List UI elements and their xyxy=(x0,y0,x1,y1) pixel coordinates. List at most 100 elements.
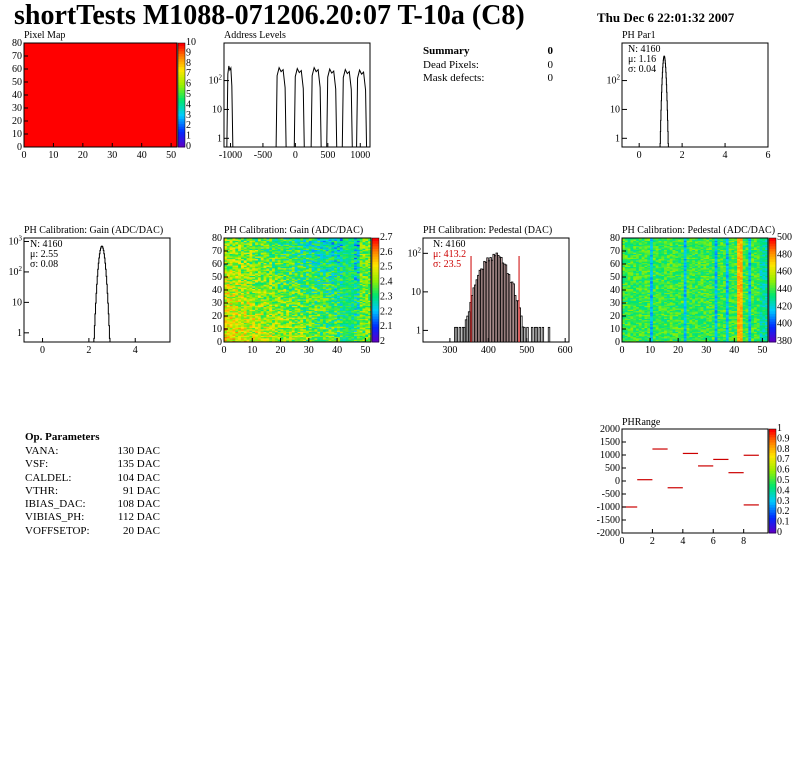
heatmap-cell xyxy=(243,292,247,295)
palette-cell xyxy=(178,136,185,140)
heatmap-cell xyxy=(255,274,259,276)
heatmap-cell xyxy=(252,292,256,295)
heatmap-cell xyxy=(246,304,250,306)
heatmap-cell xyxy=(249,317,253,319)
heatmap-cell xyxy=(266,314,270,317)
heatmap-cell xyxy=(331,243,335,245)
heatmap-cell xyxy=(277,262,281,265)
heatmap-cell xyxy=(283,238,287,240)
heatmap-cell xyxy=(232,330,236,332)
heatmap-cell xyxy=(252,271,256,274)
heatmap-cell xyxy=(229,339,233,341)
heatmap-cell xyxy=(348,325,352,327)
heatmap-cell xyxy=(289,301,293,304)
heatmap-cell xyxy=(266,280,270,283)
heatmap-cell xyxy=(322,327,327,330)
heatmap-cell xyxy=(636,323,640,326)
heatmap-cell xyxy=(269,290,273,292)
heatmap-cell xyxy=(272,282,276,284)
heatmap-cell xyxy=(348,312,352,314)
heatmap-cell xyxy=(263,292,267,295)
palette-cell xyxy=(372,287,379,291)
heatmap-cell xyxy=(351,283,355,286)
heatmap-cell xyxy=(272,295,276,297)
heatmap-cell xyxy=(280,335,284,338)
heatmap-cell xyxy=(246,271,250,274)
palette-cell xyxy=(372,256,379,260)
heatmap-cell xyxy=(280,332,284,335)
y-tick-label: 70 xyxy=(12,51,22,62)
heatmap-cell xyxy=(226,238,230,240)
heatmap-cell xyxy=(224,282,228,284)
heatmap-cell xyxy=(289,240,293,243)
heatmap-cell xyxy=(305,238,310,240)
heatmap-cell xyxy=(224,253,228,256)
heatmap-cell xyxy=(246,264,250,266)
heatmap-cell xyxy=(311,244,315,247)
heatmap-cell xyxy=(235,304,239,306)
heatmap-cell xyxy=(269,296,273,299)
palette-cell xyxy=(178,82,185,86)
heatmap-cell xyxy=(274,327,279,330)
heatmap-cell xyxy=(260,299,264,301)
heatmap-cell xyxy=(263,327,267,330)
heatmap-cell xyxy=(334,300,338,302)
heatmap-cell xyxy=(331,284,335,287)
heatmap-cell xyxy=(627,295,631,297)
heatmap-cell xyxy=(339,304,344,306)
heatmap-cell xyxy=(627,319,631,322)
heatmap-cell xyxy=(266,286,270,288)
stats-mean: μ: 2.55 xyxy=(30,249,58,260)
heatmap-cell xyxy=(297,274,301,276)
heatmap-cell xyxy=(297,296,301,299)
heatmap-cell xyxy=(308,319,312,322)
heatmap-cell xyxy=(286,257,290,260)
heatmap-cell xyxy=(272,266,276,269)
heatmap-cell xyxy=(266,301,270,304)
heatmap-cell xyxy=(356,300,360,302)
heatmap-cell xyxy=(356,283,360,286)
y-tick-label: 10 xyxy=(212,104,222,115)
heatmap-cell xyxy=(317,308,321,310)
heatmap-cell xyxy=(351,275,355,278)
heatmap-cell xyxy=(283,283,287,286)
heatmap-cell xyxy=(342,269,346,271)
heatmap-cell xyxy=(255,248,259,250)
heatmap-cell xyxy=(328,261,332,263)
heatmap-cell xyxy=(305,300,310,302)
heatmap-cell xyxy=(325,301,329,304)
heatmap-cell xyxy=(272,303,276,305)
heatmap-cell xyxy=(342,290,346,292)
heatmap-cell xyxy=(354,240,358,243)
heatmap-cell xyxy=(348,247,352,249)
heatmap-cell xyxy=(266,284,270,287)
heatmap-cell xyxy=(272,312,276,314)
heatmap-cell xyxy=(249,308,253,310)
heatmap-cell xyxy=(337,339,341,341)
heatmap-cell xyxy=(303,336,307,339)
heatmap-cell xyxy=(365,277,369,279)
heatmap-cell xyxy=(235,317,239,319)
heatmap-cell xyxy=(636,253,640,256)
heatmap-cell xyxy=(255,267,259,270)
heatmap-cell xyxy=(633,329,637,331)
heatmap-cell xyxy=(286,314,290,317)
heatmap-cell xyxy=(359,332,363,335)
heatmap-cell xyxy=(272,332,276,335)
heatmap-cell xyxy=(331,338,335,340)
heatmap-cell xyxy=(229,329,233,331)
palette-cell xyxy=(372,323,379,327)
heatmap-cell xyxy=(280,238,284,240)
heatmap-cell xyxy=(255,271,259,274)
heatmap-cell xyxy=(328,238,332,240)
heatmap-cell xyxy=(229,252,233,254)
heatmap-cell xyxy=(624,244,628,247)
heatmap-cell xyxy=(266,274,270,276)
heatmap-cell xyxy=(624,297,628,300)
heatmap-cell xyxy=(291,275,295,278)
heatmap-cell xyxy=(622,271,626,274)
heatmap-cell xyxy=(269,308,273,310)
heatmap-cell xyxy=(232,303,236,305)
heatmap-cell xyxy=(351,239,355,241)
